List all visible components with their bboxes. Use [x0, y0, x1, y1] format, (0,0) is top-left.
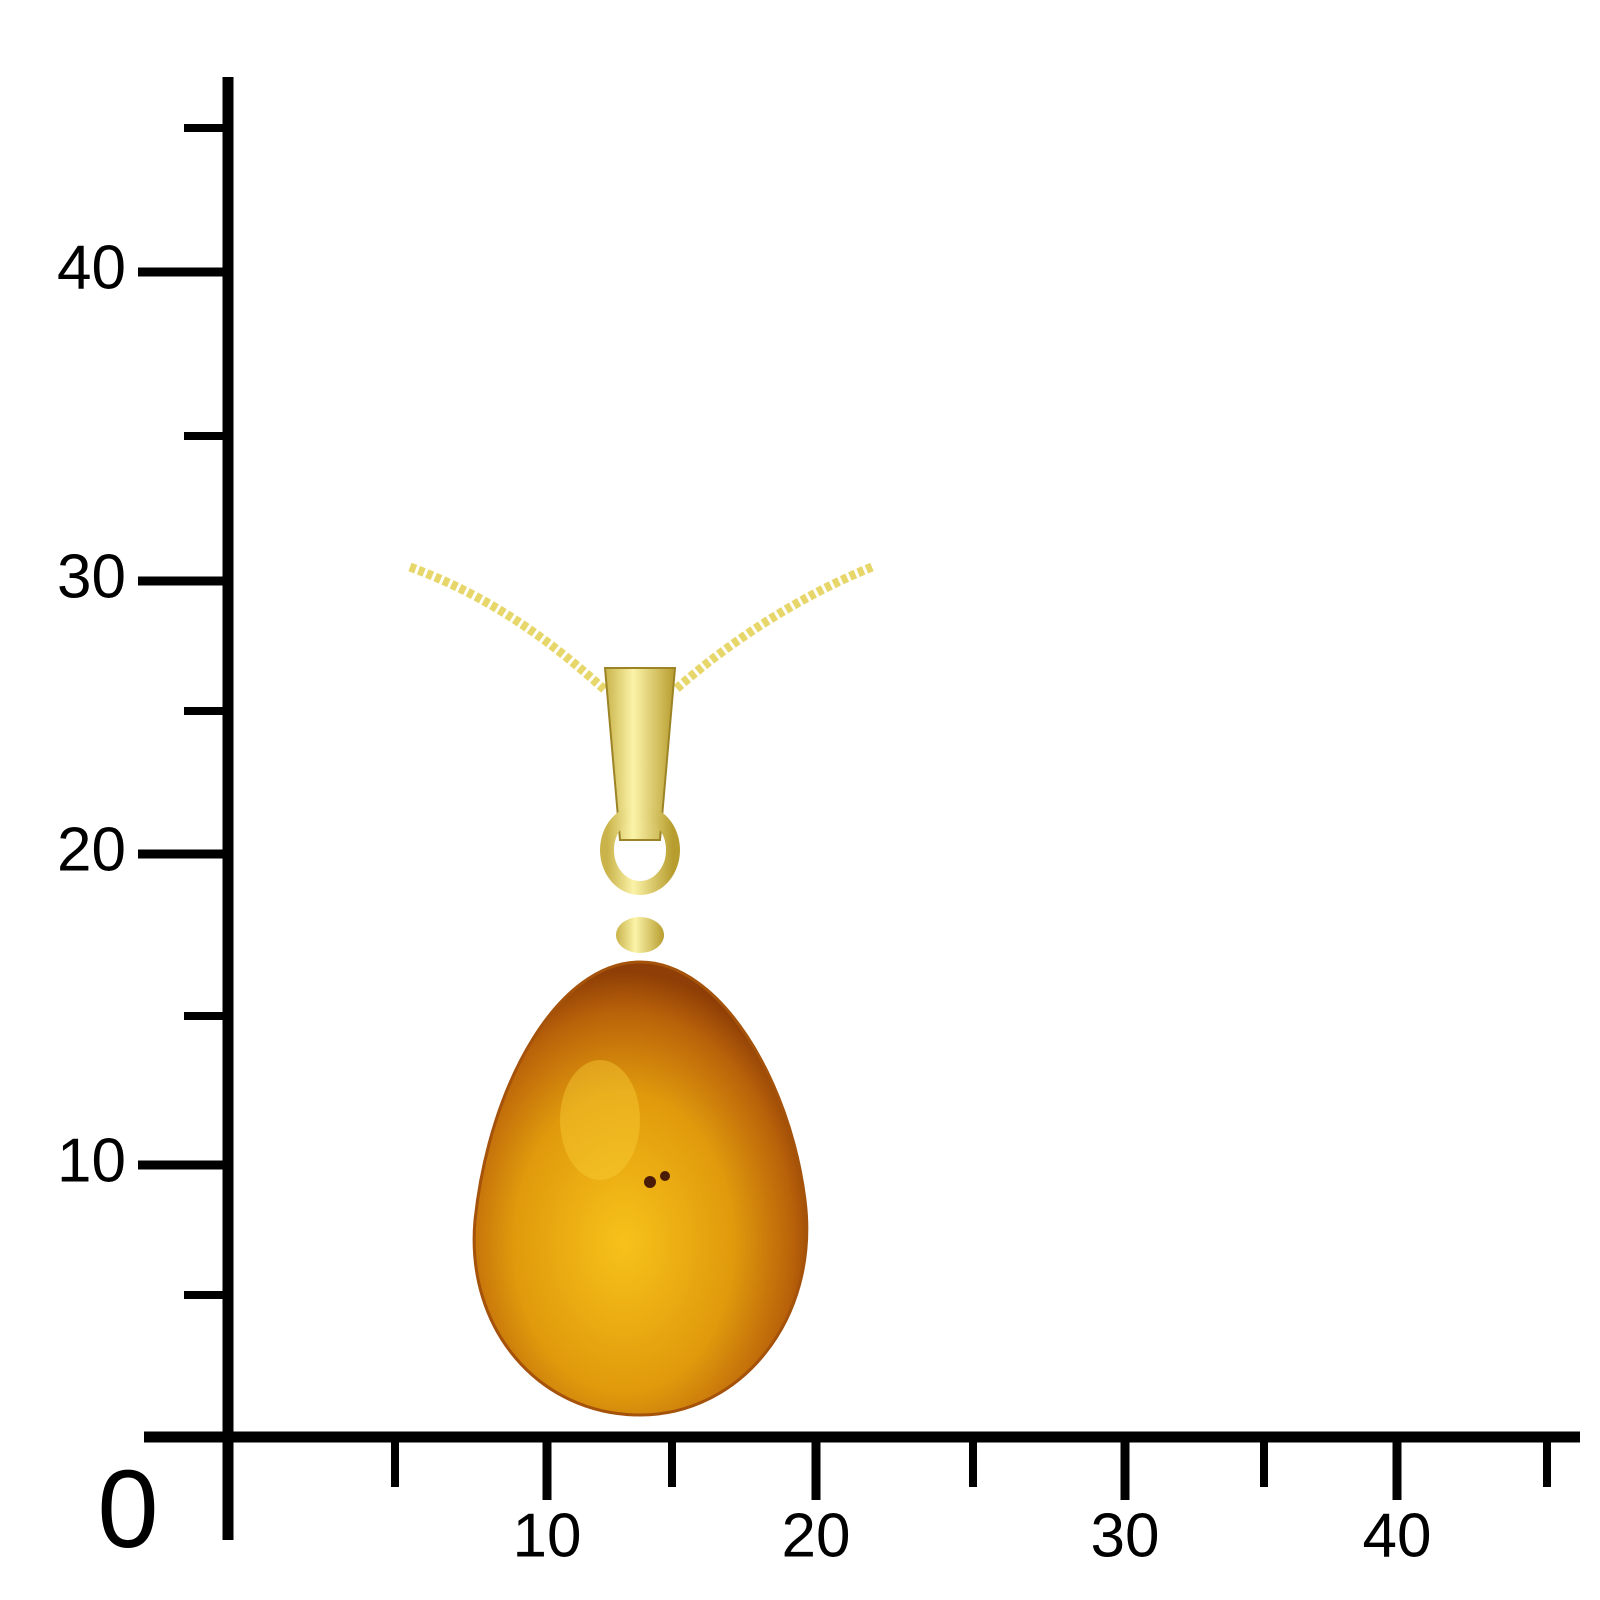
- y-label: 40: [57, 233, 126, 302]
- y-label: 30: [57, 542, 126, 611]
- origin-label: 0: [97, 1448, 158, 1571]
- x-label: 20: [782, 1501, 851, 1570]
- y-label: 10: [57, 1126, 126, 1195]
- x-label: 40: [1363, 1501, 1432, 1570]
- x-label: 30: [1091, 1501, 1160, 1570]
- scale-axes: [138, 77, 1580, 1540]
- x-label: 10: [513, 1501, 582, 1570]
- y-label: 20: [57, 815, 126, 884]
- pendant: [408, 562, 874, 1417]
